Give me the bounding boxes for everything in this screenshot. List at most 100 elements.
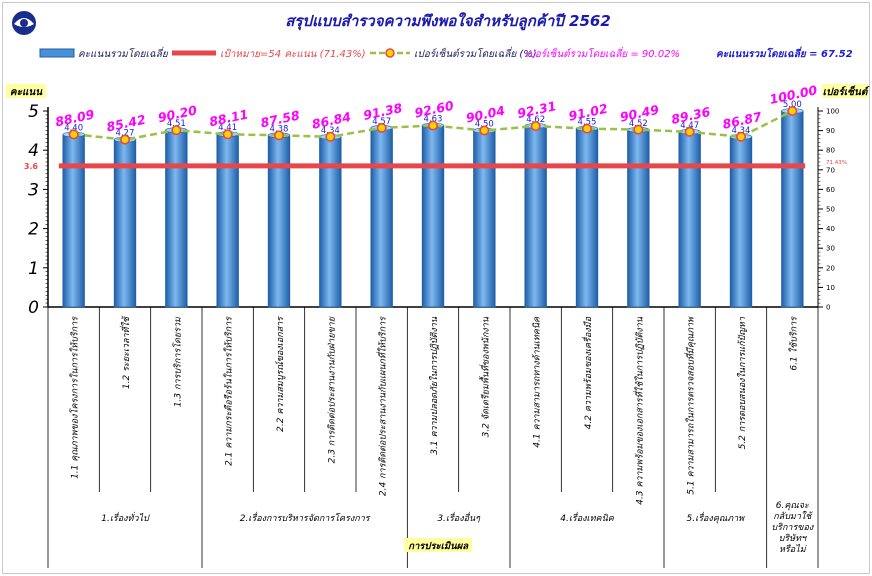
bar	[62, 134, 85, 308]
legend-pct-marker	[385, 48, 395, 58]
bar	[729, 136, 753, 308]
y-left-title: คะแนน	[10, 87, 43, 98]
bar-value-label: 4.57	[372, 117, 391, 127]
pct-marker	[171, 125, 182, 136]
bar	[267, 134, 291, 308]
legend-pct-label: เปอร์เซ็นต์รวมโดยเฉลี่ย (%)	[414, 46, 537, 60]
pct-marker	[273, 130, 284, 141]
legend-target-label: เป้าหมาย=54 คะแนน (71.43%)	[220, 48, 366, 60]
category-label: 5.2 การตอบสนองในการแก้ปัญหา	[736, 316, 748, 449]
y-left-tick-label: 1	[28, 259, 39, 279]
category-label: 2.3 การติดต่อประสานงานกับฝ่ายขาย	[326, 316, 337, 463]
y-right-tick-label: 40	[826, 225, 835, 233]
pct-marker	[530, 121, 541, 132]
category-label: 4.1 ความสามารถทางด้านเทคนิค	[532, 316, 543, 448]
y-left-tick-label: 5	[28, 102, 39, 122]
y-right-tick-label: 0	[826, 304, 830, 312]
summary-avg-score: คะแนนรวมโดยเฉลี่ย = 67.52	[716, 46, 853, 60]
bar	[473, 130, 496, 308]
category-label: 2.2 ความสมบูรณ์ของเอกสาร	[275, 316, 286, 432]
bar	[216, 133, 239, 308]
pct-marker	[222, 129, 233, 140]
group-label: 6.คุณจะกลับมาใช้บริการของบริษัทฯหรือไม่	[771, 501, 813, 555]
x-group-title-box	[404, 538, 473, 552]
bar-value-label: 4.41	[218, 123, 237, 133]
bar	[575, 128, 599, 308]
bar-value-label: 4.34	[321, 126, 340, 136]
bar-value-label: 4.40	[64, 124, 83, 134]
y-right-tick-label: 100	[826, 108, 839, 116]
bar	[421, 125, 445, 308]
legend-bar-swatch	[39, 48, 75, 58]
y-left-tick-label: 0	[28, 298, 39, 318]
bar	[165, 129, 188, 308]
category-label: 2.4 การติดต่อประสานงานกับแผนกที่ให้บริกา…	[376, 316, 389, 496]
bar-value-label: 4.38	[270, 124, 289, 134]
legend-bar-label: คะแนนรวมโดยเฉลี่ย	[78, 46, 169, 60]
target-right-label: 71.43%	[826, 160, 847, 166]
bar	[319, 136, 342, 308]
bar-value-label: 4.51	[167, 119, 186, 129]
y-right-tick-label: 30	[826, 245, 835, 253]
category-label: 1.1 คุณภาพของโครงการในการให้บริการ	[69, 316, 81, 479]
category-label: 2.1 ความกระตือรือร้นในการให้บริการ	[223, 316, 235, 466]
bar	[370, 127, 393, 308]
bar-value-label: 4.63	[424, 115, 443, 125]
bar-value-label: 4.52	[629, 119, 648, 129]
legend: คะแนนรวมโดยเฉลี่ย เป้าหมาย=54 คะแนน (71.…	[39, 46, 853, 60]
y-left-title-box: คะแนน	[6, 84, 46, 98]
y-right-tick-label: 20	[826, 264, 835, 272]
category-label: 6.1 ใช้บริการ	[787, 316, 799, 371]
y-right-title: เปอร์เซ็นต์	[823, 85, 871, 98]
group-label: 1.เรื่องทั่วไป	[101, 511, 150, 524]
bar	[678, 131, 701, 308]
x-group-title: การประเมินผล	[408, 541, 469, 552]
group-label: 2.เรื่องการบริหารจัดการโครงการ	[240, 511, 371, 524]
y-right-tick-label: 10	[826, 284, 835, 292]
bar	[781, 110, 804, 308]
y-left-tick-label: 3	[28, 180, 39, 200]
y-right-tick-label: 80	[826, 147, 835, 155]
group-label: 3.เรื่องอื่นๆ	[437, 511, 481, 524]
group-label: 5.เรื่องคุณภาพ	[687, 511, 746, 524]
y-right-tick-label: 90	[826, 127, 835, 135]
pct-marker	[479, 125, 490, 136]
category-label: 3.2 จัดเตรียมพื้นที่ของพนักงาน	[478, 316, 491, 437]
pct-marker	[68, 129, 79, 140]
y-right-tick-label: 50	[826, 206, 835, 214]
pct-marker	[633, 124, 644, 135]
pct-marker	[684, 126, 695, 137]
y-left-tick-label: 2	[28, 220, 39, 240]
company-logo	[12, 11, 36, 35]
category-label: 5.1 ความสามารถในการตรวจสอบที่มีคุณภาพ	[684, 316, 697, 495]
category-label: 1.2 ระยะเวลาที่ใช้	[119, 315, 132, 389]
group-label: 4.เรื่องเทคนิค	[560, 511, 614, 524]
pct-marker	[376, 122, 387, 133]
y-right-title-box: เปอร์เซ็นต์	[822, 84, 870, 98]
bar-value-label: 5.00	[783, 100, 802, 110]
pct-marker	[120, 134, 131, 145]
pct-marker	[325, 131, 336, 142]
chart-title: สรุปแบบสำรวจความพึงพอใจสำหรับลูกค้าปี 25…	[285, 12, 611, 31]
pct-marker	[581, 123, 592, 134]
bar	[627, 129, 650, 308]
bar-value-label: 4.34	[732, 126, 751, 136]
y-left-tick-label: 4	[28, 141, 39, 161]
target-left-label: 3.6	[24, 162, 39, 171]
bar	[524, 125, 547, 308]
y-right-tick-label: 60	[826, 186, 835, 194]
category-label: 4.2 ความพร้อมของเครื่องมือ	[581, 316, 594, 429]
pct-marker	[427, 120, 438, 131]
plot-area: 01234501020304050607080901004.404.274.51…	[24, 82, 847, 568]
y-right-tick-label: 70	[826, 166, 835, 174]
bar-value-label: 4.47	[680, 121, 699, 131]
pct-marker	[787, 106, 798, 117]
category-label: 1.3 การบริการโดยรวม	[171, 316, 183, 407]
category-label: 4.3 ความพร้อมของเอกสารที่ใช้ในการปฏิบัติ…	[632, 316, 645, 505]
category-label: 3.1 ความปลอดภัยในการปฏิบัติงาน	[428, 316, 440, 455]
bar-value-label: 4.27	[116, 129, 135, 139]
summary-avg-pct: เปอร์เซ็นต์รวมโดยเฉลี่ย = 90.02%	[525, 46, 680, 60]
bar-value-label: 4.62	[526, 115, 545, 125]
